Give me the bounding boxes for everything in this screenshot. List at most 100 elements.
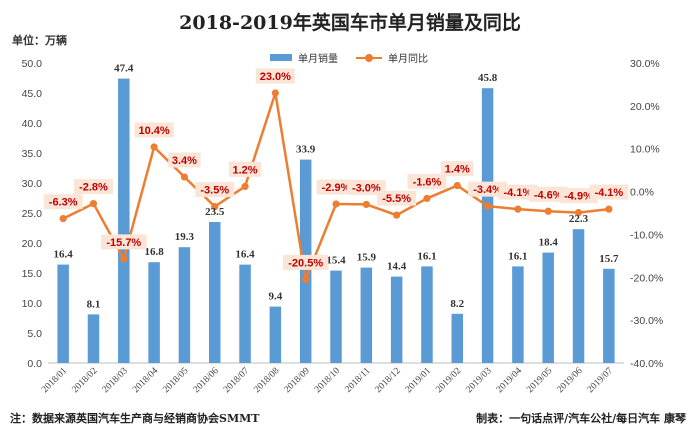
y-left-tick-label: 30.0 <box>22 178 43 190</box>
credit-note: 制表：一句话点评/汽车公社/每日汽车 康琴 <box>476 412 686 425</box>
yoy-value-label: -4.1% <box>594 187 623 199</box>
y-right-tick-label: 20.0% <box>630 101 660 113</box>
bar-value-label: 8.1 <box>87 298 101 310</box>
bar <box>390 276 403 363</box>
yoy-point <box>302 275 310 284</box>
yoy-label-box <box>407 173 447 189</box>
x-tick-label: 2018/01 <box>40 366 69 395</box>
yoy-label-box <box>589 184 629 200</box>
bar <box>57 264 69 363</box>
yoy-label-box <box>228 161 262 177</box>
bar <box>118 78 130 363</box>
y-left-tick-label: 50.0 <box>22 58 43 70</box>
bar-value-label: 33.9 <box>296 144 316 156</box>
bar <box>239 264 251 363</box>
bar <box>481 88 494 363</box>
yoy-value-label: 23.0% <box>260 71 291 83</box>
yoy-label-box <box>195 182 235 198</box>
x-tick-label: 2018/08 <box>252 366 281 395</box>
bar <box>512 266 524 363</box>
x-tick-label: 2018/12 <box>374 366 403 395</box>
bar-value-label: 16.4 <box>235 249 255 261</box>
bar-value-label: 15.7 <box>599 253 619 265</box>
yoy-value-label: -5.5% <box>382 193 411 205</box>
yoy-point <box>393 211 401 219</box>
yoy-point <box>453 181 461 190</box>
x-tick-label: 2018/05 <box>161 366 190 395</box>
bar-value-label: 47.4 <box>114 63 134 75</box>
y-right-tick-label: -40.0% <box>630 358 663 370</box>
x-tick-label: 2018/06 <box>192 366 221 395</box>
yoy-value-label: -3.5% <box>200 185 229 197</box>
y-left-tick-label: 45.0 <box>22 88 43 100</box>
yoy-value-label: -20.5% <box>288 257 323 269</box>
bar <box>269 306 282 363</box>
bar-value-label: 15.4 <box>326 255 346 267</box>
legend-line-label: 单月同比 <box>388 54 428 65</box>
yoy-point <box>605 205 613 213</box>
yoy-value-label: -4.6% <box>534 189 563 201</box>
yoy-label-box <box>468 181 508 197</box>
x-tick-label: 2019/04 <box>495 366 524 395</box>
yoy-value-label: 1.4% <box>445 164 470 176</box>
yoy-label-box <box>100 234 147 250</box>
x-tick-label: 2018/07 <box>222 366 251 395</box>
bar-value-label: 22.3 <box>569 213 589 225</box>
yoy-point <box>544 207 552 215</box>
yoy-value-label: -3.0% <box>352 182 381 194</box>
yoy-value-label: 1.2% <box>233 164 258 176</box>
bar <box>178 247 191 363</box>
y-left-tick-label: 40.0 <box>22 118 43 130</box>
bar-value-label: 16.1 <box>508 250 527 262</box>
y-left-tick-label: 35.0 <box>22 148 43 160</box>
chart-title: 2018-2019年英国车市单月销量及同比 <box>179 12 521 34</box>
bar <box>572 229 585 363</box>
bar-value-label: 45.8 <box>478 72 498 84</box>
y-left-tick-label: 5.0 <box>27 328 42 340</box>
bar <box>87 314 100 363</box>
yoy-value-label: -15.7% <box>106 237 141 249</box>
bar <box>451 313 464 363</box>
yoy-value-label: -3.4% <box>473 184 502 196</box>
y-right-tick-label: -30.0% <box>630 315 663 327</box>
bar-value-label: 14.4 <box>387 261 407 273</box>
bar <box>421 266 433 363</box>
x-tick-label: 2019/03 <box>465 366 494 395</box>
yoy-label-box <box>73 179 113 195</box>
yoy-label-box <box>255 68 295 84</box>
y-right-tick-label: 10.0% <box>630 144 660 156</box>
yoy-label-box <box>441 161 474 177</box>
yoy-label-box <box>377 190 417 206</box>
yoy-point <box>59 214 67 223</box>
yoy-value-label: -4.1% <box>504 187 533 199</box>
bar-value-label: 16.4 <box>54 249 74 261</box>
yoy-point <box>362 200 370 209</box>
x-tick-label: 2019/07 <box>586 366 615 395</box>
bar-value-label: 18.4 <box>539 237 559 249</box>
y-right-tick-label: 30.0% <box>630 58 660 70</box>
bar <box>603 268 615 363</box>
bar <box>330 270 342 363</box>
legend-item-line: 单月同比 <box>356 50 428 65</box>
x-tick-label: 2018/03 <box>101 366 130 395</box>
yoy-label-box <box>559 188 599 204</box>
yoy-point <box>120 255 128 263</box>
yoy-point <box>332 200 340 208</box>
bar-value-label: 15.9 <box>357 252 377 264</box>
legend: 单月销量 单月同比 <box>270 50 446 65</box>
x-tick-label: 2018/10 <box>313 366 342 395</box>
bar-value-label: 19.3 <box>175 231 195 243</box>
y-left-tick-label: 10.0 <box>22 298 43 310</box>
yoy-value-label: -4.9% <box>564 191 593 203</box>
yoy-value-label: 10.4% <box>139 125 170 137</box>
unit-label: 单位：万辆 <box>12 34 67 47</box>
yoy-value-label: -2.8% <box>79 182 108 194</box>
yoy-point <box>574 208 583 217</box>
bar-value-label: 23.5 <box>205 206 225 218</box>
yoy-label-box <box>134 122 174 138</box>
x-tick-label: 2018/11 <box>344 366 373 395</box>
bar <box>148 262 160 363</box>
yoy-label-box <box>528 186 568 202</box>
bar-value-label: 16.1 <box>417 250 436 262</box>
